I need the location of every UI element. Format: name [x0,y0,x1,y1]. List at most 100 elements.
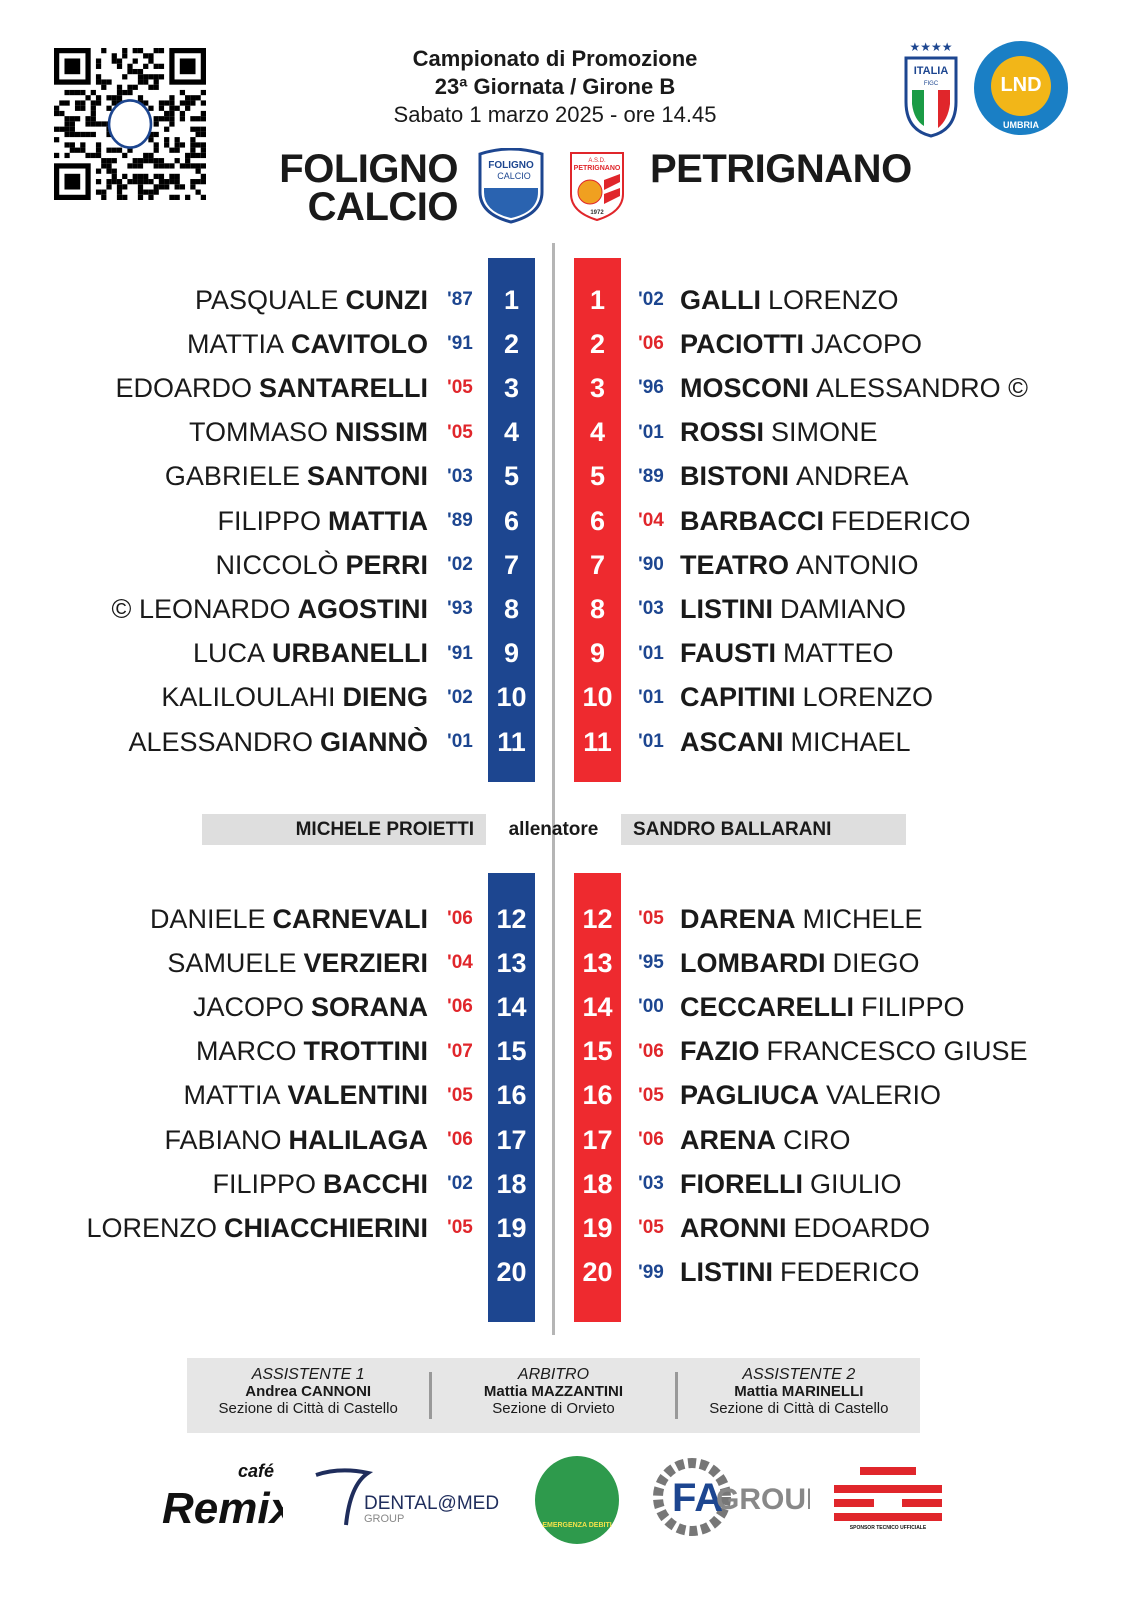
first-name: KALILOULAHI [161,682,336,713]
birth-year: '02 [447,1173,473,1195]
player-name: FILIPPO MATTIA [217,499,428,543]
coach-label: allenatore [508,818,599,840]
surname: TROTTINI [303,1036,428,1067]
round-info: 23ª Giornata / Girone B [434,74,676,99]
player-name: ARONNI EDOARDO [680,1206,930,1250]
shirt-number: 18 [496,1168,527,1199]
surname: SORANA [310,991,428,1022]
emergenza-debiti-logo[interactable]: EMERGENZA DEBITI [532,1455,622,1545]
shirt-number: 3 [589,372,606,403]
birth-year: '02 [638,289,664,310]
shirt-number: 6 [589,505,606,536]
shirt-number: 10 [496,682,527,713]
svg-text:★★★★: ★★★★ [909,40,952,54]
ete-logo[interactable]: SPONSOR TECNICO UFFICIALE [830,1455,946,1545]
shirt-number: 13 [582,947,613,978]
shirt-number: 16 [496,1080,527,1111]
shirt-number: 11 [497,726,526,757]
first-name: LORENZO [768,284,899,315]
remix-cafe-logo[interactable]: Remix café [158,1455,283,1545]
surname: LISTINI [680,593,773,624]
player-name: PACIOTTI JACOPO [680,322,922,366]
surname: HALILAGA [288,1124,428,1155]
svg-text:SPONSOR TECNICO UFFICIALE: SPONSOR TECNICO UFFICIALE [850,1525,927,1531]
first-name: PASQUALE [194,284,339,315]
first-name: EDOARDO [793,1212,931,1243]
player-name: ALESSANDRO GIANNÒ [128,720,428,764]
qr-code[interactable] [54,48,206,200]
birth-year: '06 [638,1129,664,1150]
birth-year: '01 [638,421,664,443]
first-name: ALESSANDRO [128,726,313,757]
surname: ROSSI [680,417,765,448]
surname: FAUSTI [680,638,777,669]
player-name: TEATRO ANTONIO [680,543,919,587]
svg-text:ITALIA: ITALIA [914,65,949,77]
player-name: ROSSI SIMONE [680,411,878,455]
svg-text:DENTAL@MED: DENTAL@MED [364,1493,499,1514]
player-name: NICCOLÒ PERRI [215,543,428,587]
surname: VALENTINI [287,1080,429,1111]
shirt-number: 4 [503,417,520,448]
player-name: DARENA MICHELE [680,897,923,941]
shirt-number: 1 [503,284,520,315]
shirt-number: 5 [503,461,520,492]
shirt-number: 4 [589,417,606,448]
surname: TEATRO [680,549,789,580]
shirt-number: 8 [589,593,606,624]
surname: GIANNÒ [320,726,428,757]
surname: BARBACCI [680,505,824,536]
center-divider [552,243,555,1335]
shirt-number: 7 [503,549,520,580]
svg-text:FOLIGNO: FOLIGNO [488,160,534,171]
surname: AGOSTINI [297,593,428,624]
first-name: FEDERICO [831,505,971,536]
home-coach: MICHELE PROIETTI [202,814,486,845]
shirt-number: 7 [589,549,606,580]
first-name: DAMIANO [780,593,907,624]
svg-text:Remix: Remix [162,1484,283,1533]
player-name: MATTIA VALENTINI [184,1074,429,1118]
surname: CAPITINI [680,682,796,713]
surname: SANTARELLI [259,372,428,403]
birth-year: '96 [638,377,664,399]
birth-year: '05 [638,1084,664,1106]
svg-text:A.S.D.: A.S.D. [588,158,606,164]
birth-year: '00 [638,996,664,1018]
surname: FIORELLI [680,1168,803,1199]
svg-text:café: café [238,1461,274,1481]
birth-year: '03 [638,1173,664,1195]
first-name: SIMONE [771,417,878,448]
fagroup-logo[interactable]: FA GROUP [650,1455,810,1545]
birth-year: '05 [638,908,664,929]
surname: DARENA [680,903,796,934]
surname: FAZIO [680,1036,760,1067]
player-name: BISTONI ANDREA [680,455,909,499]
birth-year: '95 [638,952,664,974]
player-name: CAPITINI LORENZO [680,676,933,720]
lnd-umbria-badge: LND UMBRIA [974,41,1068,135]
player-name: LUCA URBANELLI [193,632,428,676]
birth-year: '01 [638,686,664,708]
surname: CUNZI [345,284,429,315]
first-name: EDOARDO [115,372,252,403]
surname: BACCHI [323,1168,428,1199]
first-name: LUCA [192,638,265,669]
player-name: FAZIO FRANCESCO GIUSE [680,1030,1028,1074]
birth-year: '91 [447,642,473,664]
officials-box: ASSISTENTE 1 Andrea CANNONI Sezione di Cit… [187,1358,920,1433]
birth-year: '89 [638,465,664,487]
player-name: ASCANI MICHAEL [680,720,911,764]
surname: CECCARELLI [680,991,854,1022]
player-name: FABIANO HALILAGA [164,1118,428,1162]
surname: ARONNI [680,1212,787,1243]
player-name: FIORELLI GIULIO [680,1162,902,1206]
surname: VERZIERI [303,947,428,978]
birth-year: '05 [447,1217,473,1239]
dentalmed-logo[interactable]: DENTAL@MED GROUP [310,1455,520,1545]
svg-text:EMERGENZA DEBITI: EMERGENZA DEBITI [542,1522,611,1529]
surname: MOSCONI [680,372,810,403]
first-name: FABIANO [164,1124,282,1155]
petrignano-logo: A.S.D. PETRIGNANO 1972 [570,152,624,222]
player-name: LISTINI FEDERICO [680,1251,920,1295]
